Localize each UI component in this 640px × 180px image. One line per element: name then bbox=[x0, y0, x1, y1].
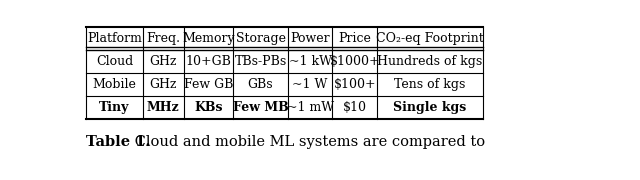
Text: $1000+: $1000+ bbox=[330, 55, 380, 68]
Text: KBs: KBs bbox=[194, 101, 223, 114]
Text: MHz: MHz bbox=[147, 101, 180, 114]
Text: Few GB: Few GB bbox=[184, 78, 233, 91]
Text: Table 1.: Table 1. bbox=[86, 135, 150, 149]
Text: Single kgs: Single kgs bbox=[394, 101, 467, 114]
Text: Storage: Storage bbox=[236, 32, 285, 45]
Text: Freq.: Freq. bbox=[147, 32, 180, 45]
Text: GHz: GHz bbox=[150, 55, 177, 68]
Text: Price: Price bbox=[339, 32, 371, 45]
Text: Mobile: Mobile bbox=[93, 78, 136, 91]
Text: $100+: $100+ bbox=[333, 78, 376, 91]
Text: ~1 mW: ~1 mW bbox=[287, 101, 333, 114]
Text: Tiny: Tiny bbox=[99, 101, 130, 114]
Text: ~1 kW: ~1 kW bbox=[289, 55, 332, 68]
Text: ~1 W: ~1 W bbox=[292, 78, 328, 91]
Text: Cloud and mobile ML systems are compared to: Cloud and mobile ML systems are compared… bbox=[129, 135, 484, 149]
Text: Memory: Memory bbox=[182, 32, 235, 45]
Text: TBs-PBs: TBs-PBs bbox=[234, 55, 287, 68]
Text: Few MB: Few MB bbox=[233, 101, 289, 114]
Text: GBs: GBs bbox=[248, 78, 273, 91]
Text: Cloud: Cloud bbox=[96, 55, 133, 68]
Text: Tens of kgs: Tens of kgs bbox=[394, 78, 466, 91]
Text: Hundreds of kgs: Hundreds of kgs bbox=[378, 55, 483, 68]
Text: $10: $10 bbox=[343, 101, 367, 114]
Text: 10+GB: 10+GB bbox=[186, 55, 232, 68]
Text: CO₂-eq Footprint: CO₂-eq Footprint bbox=[376, 32, 484, 45]
Text: Platform: Platform bbox=[87, 32, 142, 45]
Text: Power: Power bbox=[291, 32, 330, 45]
Text: GHz: GHz bbox=[150, 78, 177, 91]
